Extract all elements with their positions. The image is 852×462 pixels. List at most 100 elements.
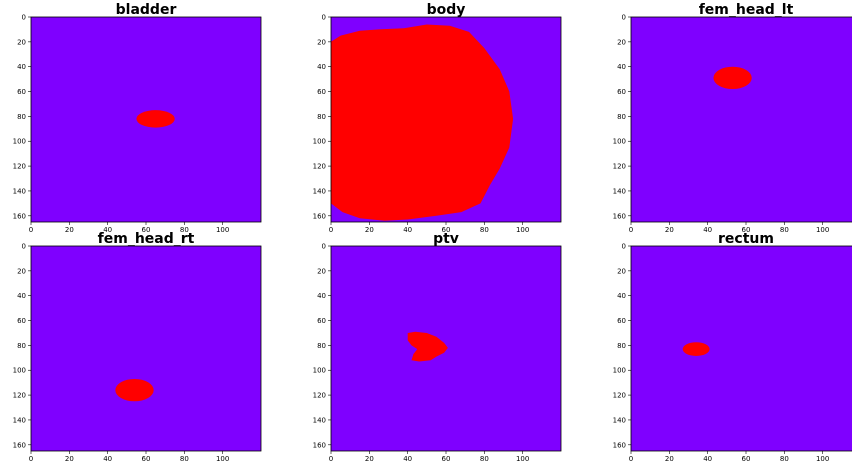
x-tick-label: 60	[442, 455, 451, 462]
x-tick-label: 60	[142, 455, 151, 462]
x-tick-label: 20	[665, 226, 674, 234]
x-tick-label: 40	[103, 455, 112, 462]
x-tick-label: 0	[629, 455, 633, 462]
y-tick-label: 40	[317, 292, 326, 300]
x-tick-label: 100	[516, 455, 529, 462]
x-tick-label: 60	[442, 226, 451, 234]
y-tick-label: 60	[17, 88, 26, 96]
x-tick-label: 60	[742, 226, 751, 234]
x-tick-label: 100	[816, 226, 829, 234]
mask-background	[631, 17, 852, 222]
x-tick-label: 0	[29, 455, 33, 462]
subplot-title: ptv	[433, 231, 459, 247]
x-tick-label: 20	[665, 455, 674, 462]
y-tick-label: 20	[17, 38, 26, 46]
y-tick-label: 120	[313, 392, 326, 400]
y-tick-label: 100	[313, 138, 326, 146]
y-tick-label: 40	[17, 63, 26, 71]
subplot-fem-head-lt-panel: fem_head_lt 0 20 40 60 80 100 0 20 40 60 80 100 120 14…	[613, 2, 852, 234]
y-tick-label: 80	[17, 113, 26, 121]
y-tick-label: 20	[317, 267, 326, 275]
y-tick-label: 40	[317, 63, 326, 71]
y-tick-label: 0	[22, 243, 26, 251]
subplot-rectum-panel: rectum 0 20 40 60 80 100 0 20 40 60 80 100 120 140 160	[613, 231, 852, 462]
y-tick-label: 100	[313, 367, 326, 375]
subplot-title: body	[427, 2, 466, 18]
y-tick-label: 140	[613, 416, 626, 424]
y-tick-label: 60	[317, 317, 326, 325]
y-tick-label: 120	[13, 392, 26, 400]
x-tick-label: 0	[29, 226, 33, 234]
subplot-fem-head-rt-panel: fem_head_rt 0 20 40 60 80 100 0 20 40 60 80 100 120 14…	[13, 231, 262, 462]
y-tick-label: 100	[613, 138, 626, 146]
x-tick-label: 20	[65, 226, 74, 234]
y-tick-label: 140	[613, 187, 626, 195]
x-tick-label: 40	[703, 455, 712, 462]
y-tick-label: 80	[17, 342, 26, 350]
x-tick-label: 100	[216, 226, 229, 234]
subplot-title: fem_head_lt	[699, 2, 794, 18]
y-tick-label: 40	[617, 63, 626, 71]
y-tick-label: 40	[17, 292, 26, 300]
x-tick-label: 80	[480, 455, 489, 462]
y-tick-label: 100	[13, 138, 26, 146]
y-tick-label: 20	[317, 38, 326, 46]
x-tick-label: 80	[780, 226, 789, 234]
x-tick-label: 100	[216, 455, 229, 462]
x-tick-label: 20	[365, 226, 374, 234]
y-tick-label: 100	[613, 367, 626, 375]
subplot-ptv-panel: ptv 0 20 40 60 80 100 0 20 40 60 80 100 120 140 160	[313, 231, 562, 462]
y-tick-label: 160	[13, 212, 26, 220]
mask-background	[631, 246, 852, 451]
x-tick-label: 80	[180, 455, 189, 462]
y-tick-label: 80	[617, 342, 626, 350]
y-tick-label: 0	[22, 14, 26, 22]
x-tick-label: 40	[403, 226, 412, 234]
x-tick-label: 40	[403, 455, 412, 462]
y-tick-label: 60	[17, 317, 26, 325]
mask-region	[115, 378, 154, 402]
x-tick-label: 40	[103, 226, 112, 234]
y-tick-label: 160	[313, 212, 326, 220]
y-tick-label: 80	[317, 342, 326, 350]
mask-region	[331, 24, 514, 221]
x-tick-label: 0	[329, 226, 333, 234]
x-tick-label: 20	[365, 455, 374, 462]
x-tick-label: 80	[480, 226, 489, 234]
y-tick-label: 140	[313, 416, 326, 424]
y-tick-label: 120	[13, 163, 26, 171]
y-tick-label: 60	[617, 88, 626, 96]
y-tick-label: 0	[322, 14, 326, 22]
subplot-title: fem_head_rt	[98, 231, 195, 247]
mask-region	[713, 66, 752, 90]
y-tick-label: 160	[613, 212, 626, 220]
y-tick-label: 20	[17, 267, 26, 275]
mask-region	[136, 110, 175, 128]
subplot-title: bladder	[116, 2, 177, 18]
y-tick-label: 60	[317, 88, 326, 96]
subplot-bladder-panel: bladder 0 20 40 60 80 100 0 20 40 60 80 100 120 140 160	[13, 2, 262, 234]
x-tick-label: 80	[780, 455, 789, 462]
y-tick-label: 0	[622, 243, 626, 251]
y-tick-label: 100	[13, 367, 26, 375]
subplot-title: rectum	[718, 231, 774, 247]
y-tick-label: 0	[322, 243, 326, 251]
x-tick-label: 60	[142, 226, 151, 234]
subplot-body-panel: body 0 20 40 60 80 100 0 20 40 60 80 100 120 140 160	[313, 2, 562, 234]
y-tick-label: 140	[13, 187, 26, 195]
y-tick-label: 120	[313, 163, 326, 171]
y-tick-label: 60	[617, 317, 626, 325]
y-tick-label: 0	[622, 14, 626, 22]
x-tick-label: 40	[703, 226, 712, 234]
y-tick-label: 80	[317, 113, 326, 121]
mask-region	[407, 331, 448, 362]
y-tick-label: 120	[613, 163, 626, 171]
y-tick-label: 140	[313, 187, 326, 195]
x-tick-label: 20	[65, 455, 74, 462]
x-tick-label: 100	[816, 455, 829, 462]
y-tick-label: 20	[617, 38, 626, 46]
y-tick-label: 120	[613, 392, 626, 400]
x-tick-label: 100	[516, 226, 529, 234]
y-tick-label: 160	[313, 441, 326, 449]
